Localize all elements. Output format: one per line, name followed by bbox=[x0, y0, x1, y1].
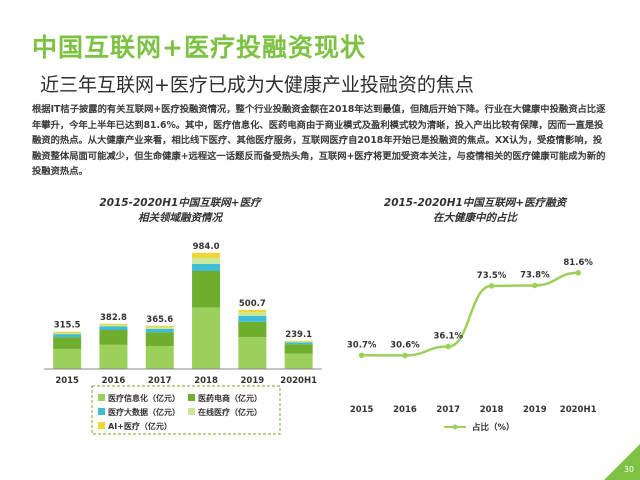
bar-x-tick-label: 2020H1 bbox=[280, 376, 317, 386]
line-value-label: 36.1% bbox=[434, 332, 464, 342]
bar-segment bbox=[145, 345, 174, 369]
bar-segment bbox=[238, 321, 267, 338]
bar-segment bbox=[192, 307, 221, 369]
bar-legend-label: 在线医疗（亿元） bbox=[198, 407, 262, 417]
bar-segment bbox=[238, 315, 267, 322]
bar-x-tick-label: 2019 bbox=[241, 376, 265, 386]
bar-x-tick-label: 2016 bbox=[102, 376, 126, 386]
bar-segment bbox=[145, 328, 174, 333]
intro-paragraph: 根据IT桔子披露的有关互联网+医疗投融资情况，整个行业投融资金额在2018年达到… bbox=[32, 104, 606, 177]
bar-legend-label: 医疗大数据（亿元） bbox=[108, 407, 180, 417]
bar-segment bbox=[284, 342, 313, 345]
bar-total-label: 382.8 bbox=[100, 313, 127, 323]
bar-total-label: 315.5 bbox=[54, 321, 81, 331]
bar-segment bbox=[238, 309, 267, 313]
line-value-label: 81.6% bbox=[563, 258, 593, 268]
line-x-tick-label: 2020H1 bbox=[560, 405, 597, 415]
bar-chart-title-line1: 2015-2020H1中国互联网+医疗 bbox=[99, 197, 261, 209]
bar-legend-swatch bbox=[98, 408, 105, 415]
bar-segment bbox=[238, 337, 267, 369]
bar-segment bbox=[99, 324, 128, 327]
bar-segment bbox=[53, 332, 82, 335]
page-number: 30 bbox=[623, 465, 634, 474]
bar-segment bbox=[145, 327, 174, 329]
bar-segment bbox=[284, 353, 313, 369]
bar-total-label: 365.6 bbox=[146, 315, 173, 325]
bar-legend-label: AI+医疗（亿元） bbox=[108, 421, 172, 431]
bar-segment bbox=[145, 332, 174, 346]
line-chart-title-line1: 2015-2020H1中国互联网+医疗融资 bbox=[383, 197, 567, 209]
line-value-label: 30.7% bbox=[347, 340, 377, 350]
bar-legend-swatch bbox=[98, 394, 105, 401]
bar-chart-title: 2015-2020H1中国互联网+医疗 相关领域融资情况 bbox=[60, 196, 300, 226]
line-chart-title-line2: 在大健康中的占比 bbox=[433, 212, 517, 224]
bar-segment bbox=[99, 344, 128, 369]
line-point bbox=[358, 352, 365, 359]
bar-x-tick-label: 2015 bbox=[55, 376, 79, 386]
bar-segment bbox=[53, 334, 82, 338]
bar-legend-label: 医疗信息化（亿元） bbox=[108, 393, 180, 403]
bar-segment bbox=[53, 331, 82, 333]
line-point bbox=[575, 270, 581, 276]
bar-x-tick-label: 2018 bbox=[194, 376, 218, 386]
line-x-tick-label: 2016 bbox=[393, 405, 417, 415]
line-x-tick-label: 2015 bbox=[350, 405, 374, 415]
line-point bbox=[445, 343, 452, 350]
bar-segment bbox=[238, 312, 267, 316]
bar-segment bbox=[192, 263, 221, 271]
bar-legend-swatch bbox=[188, 408, 195, 415]
bar-segment bbox=[99, 323, 128, 325]
bar-segment bbox=[145, 325, 174, 328]
bar-total-label: 239.1 bbox=[285, 330, 312, 340]
page-title: 中国互联网+医疗投融资现状 bbox=[32, 33, 366, 62]
bar-segment bbox=[192, 270, 221, 308]
bar-segment bbox=[53, 337, 82, 349]
line-chart-title: 2015-2020H1中国互联网+医疗融资 在大健康中的占比 bbox=[350, 196, 600, 226]
bar-segment bbox=[192, 252, 221, 258]
bar-segment bbox=[284, 344, 313, 354]
line-legend-label: 占比（%） bbox=[472, 422, 515, 433]
bar-total-label: 984.0 bbox=[193, 242, 220, 252]
bar-chart-title-line2: 相关领域融资情况 bbox=[138, 212, 222, 224]
bar-legend-label: 医药电商（亿元） bbox=[198, 393, 262, 403]
bar-segment bbox=[284, 341, 313, 343]
line-legend-marker bbox=[452, 424, 458, 430]
bar-legend-box bbox=[91, 385, 281, 435]
bar-segment bbox=[192, 257, 221, 264]
line-value-label: 73.8% bbox=[520, 270, 550, 280]
line-value-label: 30.6% bbox=[390, 340, 420, 350]
line-x-tick-label: 2019 bbox=[523, 405, 547, 415]
line-point bbox=[402, 352, 408, 359]
corner-decoration bbox=[604, 444, 640, 480]
line-x-tick-label: 2018 bbox=[480, 405, 504, 415]
line-point bbox=[532, 282, 538, 289]
line-value-label: 73.5% bbox=[477, 271, 507, 281]
bar-legend-swatch bbox=[188, 394, 195, 401]
line-x-tick-label: 2017 bbox=[436, 405, 460, 415]
bar-x-tick-label: 2017 bbox=[148, 376, 172, 386]
bar-segment bbox=[99, 326, 128, 331]
bar-segment bbox=[284, 340, 313, 342]
bar-segment bbox=[53, 348, 82, 369]
bar-segment bbox=[99, 330, 128, 345]
bar-legend-swatch bbox=[98, 422, 105, 429]
line-point bbox=[488, 283, 495, 289]
page-subtitle: 近三年互联网+医疗已成为大健康产业投融资的焦点 bbox=[40, 74, 474, 96]
bar-total-label: 500.7 bbox=[239, 299, 266, 309]
